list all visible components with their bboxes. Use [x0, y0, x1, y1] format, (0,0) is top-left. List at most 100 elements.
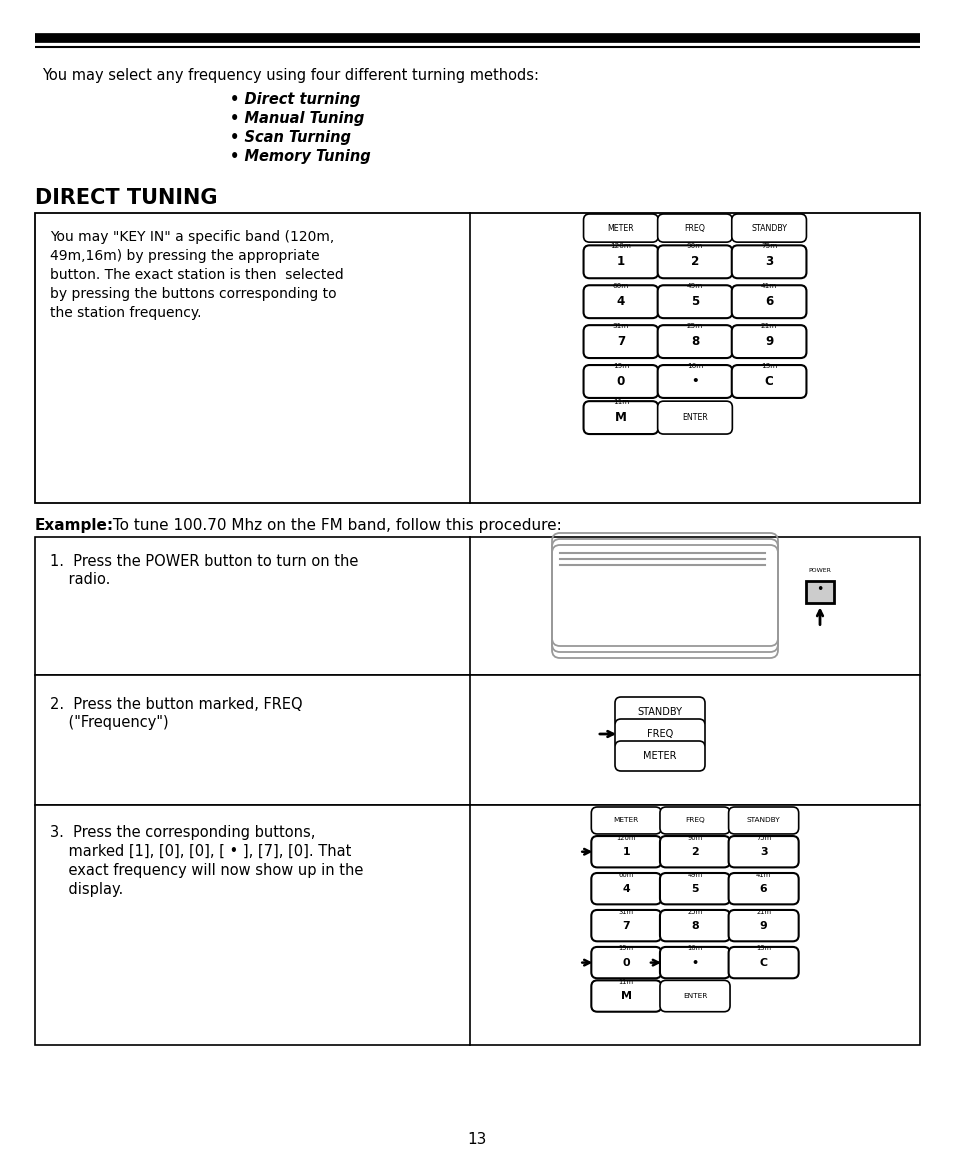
Text: 49m,16m) by pressing the appropriate: 49m,16m) by pressing the appropriate	[50, 249, 319, 263]
Text: 4: 4	[622, 884, 630, 894]
Text: 25m: 25m	[686, 323, 702, 329]
Text: METER: METER	[613, 818, 639, 824]
Text: • Scan Turning: • Scan Turning	[230, 131, 351, 146]
Text: To tune 100.70 Mhz on the FM band, follow this procedure:: To tune 100.70 Mhz on the FM band, follo…	[108, 517, 561, 532]
Text: FREQ: FREQ	[684, 818, 704, 824]
Text: ENTER: ENTER	[681, 413, 707, 422]
FancyBboxPatch shape	[591, 873, 660, 904]
Text: • Manual Tuning: • Manual Tuning	[230, 111, 364, 126]
Text: 90m: 90m	[686, 244, 702, 249]
FancyBboxPatch shape	[659, 947, 729, 978]
FancyBboxPatch shape	[657, 214, 732, 243]
Text: STANDBY: STANDBY	[637, 707, 681, 717]
Text: 13m: 13m	[760, 363, 777, 370]
Bar	[35, 675, 919, 805]
Text: • Memory Tuning: • Memory Tuning	[230, 149, 371, 164]
Text: 60m: 60m	[612, 283, 628, 289]
Text: C: C	[764, 375, 773, 388]
Text: 75m: 75m	[760, 244, 777, 249]
FancyBboxPatch shape	[615, 720, 704, 748]
Text: 5: 5	[690, 296, 699, 308]
Text: You may select any frequency using four different turning methods:: You may select any frequency using four …	[42, 68, 538, 83]
FancyBboxPatch shape	[728, 807, 798, 834]
FancyBboxPatch shape	[659, 910, 729, 941]
FancyBboxPatch shape	[657, 245, 732, 278]
Text: 3: 3	[759, 847, 766, 857]
FancyBboxPatch shape	[731, 326, 805, 358]
Text: 9: 9	[759, 921, 767, 931]
Text: 75m: 75m	[755, 835, 770, 841]
FancyBboxPatch shape	[659, 873, 729, 904]
FancyBboxPatch shape	[583, 365, 658, 398]
FancyBboxPatch shape	[659, 807, 729, 834]
Text: 120m: 120m	[616, 835, 636, 841]
FancyBboxPatch shape	[657, 285, 732, 318]
Text: 9: 9	[764, 335, 773, 348]
Text: 19m: 19m	[618, 946, 633, 952]
Text: 11m: 11m	[618, 979, 633, 985]
Text: STANDBY: STANDBY	[750, 224, 786, 232]
FancyBboxPatch shape	[731, 365, 805, 398]
FancyBboxPatch shape	[731, 214, 805, 243]
Text: •: •	[691, 957, 698, 968]
Text: Example:: Example:	[35, 517, 114, 532]
Text: 49m: 49m	[686, 283, 702, 289]
Text: 60m: 60m	[618, 872, 634, 878]
Text: ("Frequency"): ("Frequency")	[50, 715, 169, 730]
Text: •: •	[816, 583, 822, 596]
FancyBboxPatch shape	[731, 245, 805, 278]
FancyBboxPatch shape	[659, 836, 729, 867]
Text: STANDBY: STANDBY	[746, 818, 780, 824]
FancyBboxPatch shape	[731, 285, 805, 318]
FancyBboxPatch shape	[583, 401, 658, 434]
Text: 0: 0	[616, 375, 624, 388]
Text: 31m: 31m	[618, 909, 633, 915]
Text: button. The exact station is then  selected: button. The exact station is then select…	[50, 268, 343, 282]
Text: 3: 3	[764, 255, 773, 268]
Text: 25m: 25m	[687, 909, 702, 915]
FancyBboxPatch shape	[615, 742, 704, 772]
Text: 6: 6	[764, 296, 773, 308]
FancyBboxPatch shape	[728, 910, 798, 941]
Text: M: M	[615, 411, 626, 424]
FancyBboxPatch shape	[591, 807, 660, 834]
Text: FREQ: FREQ	[684, 224, 705, 232]
FancyBboxPatch shape	[657, 365, 732, 398]
Text: 41m: 41m	[755, 872, 770, 878]
Text: display.: display.	[50, 882, 123, 897]
FancyBboxPatch shape	[583, 326, 658, 358]
FancyBboxPatch shape	[657, 326, 732, 358]
Text: •: •	[691, 375, 699, 388]
Text: 11m: 11m	[612, 400, 628, 405]
Text: METER: METER	[607, 224, 634, 232]
Text: METER: METER	[642, 751, 676, 761]
FancyBboxPatch shape	[583, 285, 658, 318]
Text: 8: 8	[690, 335, 699, 348]
Text: 0: 0	[622, 957, 630, 968]
Text: ENTER: ENTER	[682, 993, 706, 999]
FancyBboxPatch shape	[583, 245, 658, 278]
Text: 16m: 16m	[687, 946, 702, 952]
FancyBboxPatch shape	[728, 947, 798, 978]
Text: 2: 2	[690, 847, 699, 857]
Bar	[35, 537, 919, 675]
Text: 7: 7	[622, 921, 630, 931]
FancyBboxPatch shape	[615, 696, 704, 726]
Text: marked [1], [0], [0], [ • ], [7], [0]. That: marked [1], [0], [0], [ • ], [7], [0]. T…	[50, 844, 351, 859]
Text: 41m: 41m	[760, 283, 777, 289]
Text: the station frequency.: the station frequency.	[50, 306, 201, 320]
Text: You may "KEY IN" a specific band (120m,: You may "KEY IN" a specific band (120m,	[50, 230, 334, 244]
Text: DIRECT TUNING: DIRECT TUNING	[35, 188, 217, 208]
FancyBboxPatch shape	[591, 947, 660, 978]
Text: 4: 4	[617, 296, 624, 308]
FancyBboxPatch shape	[659, 981, 729, 1012]
Text: 49m: 49m	[687, 872, 702, 878]
FancyBboxPatch shape	[728, 873, 798, 904]
Bar	[805, 581, 833, 603]
Text: 2.  Press the button marked, FREQ: 2. Press the button marked, FREQ	[50, 696, 302, 711]
FancyBboxPatch shape	[591, 981, 660, 1012]
Bar	[35, 805, 919, 1045]
Text: 21m: 21m	[760, 323, 777, 329]
Text: FREQ: FREQ	[646, 729, 673, 739]
Text: 3.  Press the corresponding buttons,: 3. Press the corresponding buttons,	[50, 825, 315, 840]
